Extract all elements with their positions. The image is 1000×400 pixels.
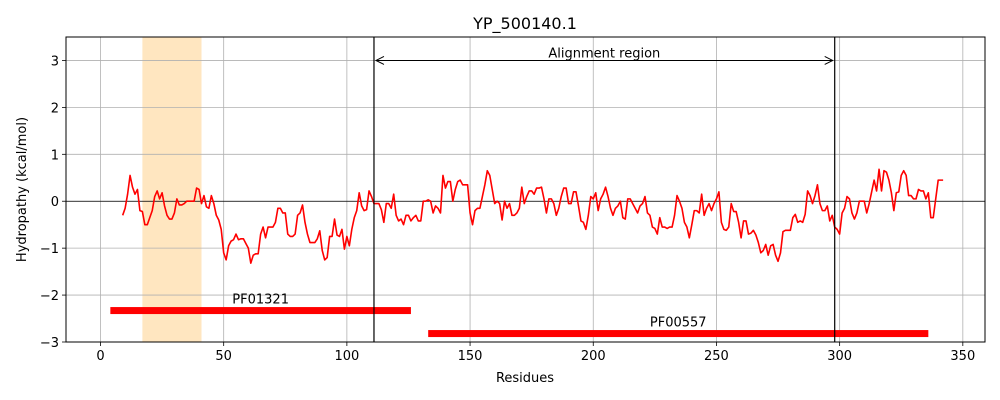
x-tick-label: 300 bbox=[827, 349, 852, 364]
x-tick-label: 50 bbox=[215, 349, 232, 364]
highlight-layer bbox=[142, 37, 202, 342]
chart-title: YP_500140.1 bbox=[472, 14, 577, 34]
y-axis-label: Hydropathy (kcal/mol) bbox=[15, 117, 30, 262]
y-tick-label: −3 bbox=[40, 336, 59, 351]
y-tick-label: −1 bbox=[40, 242, 59, 257]
alignment-region-label: Alignment region bbox=[548, 46, 660, 61]
arrowhead-left bbox=[374, 56, 385, 65]
y-tick-label: 2 bbox=[51, 101, 59, 116]
y-ticks: −3 −2 −1 0 1 2 3 bbox=[40, 54, 66, 351]
plot-frame bbox=[65, 36, 986, 343]
domain-label: PF00557 bbox=[650, 316, 707, 331]
y-tick-label: −2 bbox=[40, 289, 59, 304]
highlight-band bbox=[142, 37, 202, 342]
hydropathy-line bbox=[121, 168, 944, 264]
domain-bar bbox=[428, 330, 929, 338]
domain-label: PF01321 bbox=[232, 293, 289, 308]
x-tick-label: 150 bbox=[458, 349, 483, 364]
x-tick-label: 100 bbox=[334, 349, 359, 364]
x-tick-label: 250 bbox=[704, 349, 729, 364]
x-tick-label: 0 bbox=[96, 349, 104, 364]
alignment-layer: Alignment region bbox=[373, 37, 836, 342]
x-axis-label: Residues bbox=[496, 371, 554, 386]
series-layer bbox=[121, 168, 944, 264]
x-tick-label: 200 bbox=[581, 349, 606, 364]
arrowhead-right bbox=[824, 56, 834, 65]
y-tick-label: 0 bbox=[51, 195, 59, 210]
y-tick-label: 3 bbox=[51, 54, 59, 69]
y-tick-label: 1 bbox=[51, 148, 59, 163]
x-tick-label: 350 bbox=[950, 349, 975, 364]
x-ticks: 0 50 100 150 200 250 300 350 bbox=[96, 342, 975, 364]
domain-bar bbox=[110, 307, 411, 315]
grid-layer bbox=[66, 37, 985, 343]
domain-layer: PF01321 PF00557 bbox=[110, 293, 929, 338]
